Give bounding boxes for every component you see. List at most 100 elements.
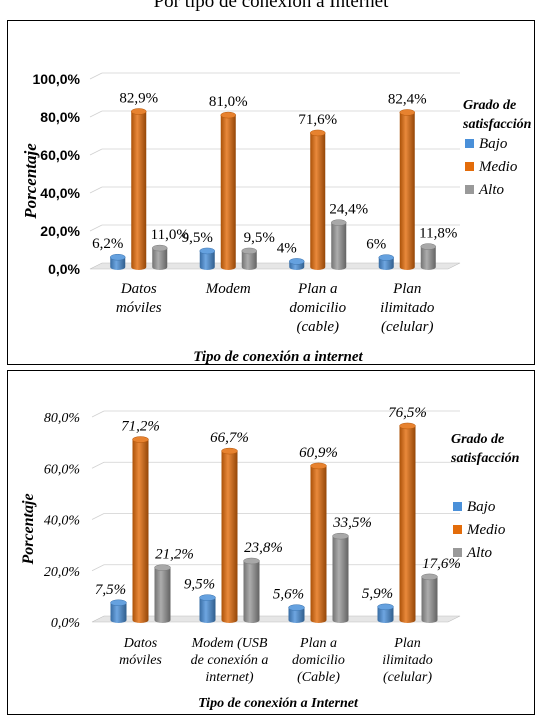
gridline-depth [89,186,103,194]
x-axis-label: Tipo de conexión a Internet [198,696,359,711]
data-label: 60,9% [299,445,338,461]
x-tick-label: Datos [120,281,157,297]
bar-bajo [110,257,126,270]
bar-alto [420,246,436,270]
chart-panel-bottom: 0,0% 20,0% 40,0% 60,0% 80,0% Porcentaje 7,5% 71… [7,370,535,715]
x-tick-label: ilimitado [382,653,433,668]
data-label: 33,5% [332,515,372,531]
legend-title: Grado de [463,98,516,113]
bar-medio [310,132,326,270]
bar-medio [220,115,236,270]
legend-swatch-bajo [453,502,462,511]
x-tick-label: Plan a [299,636,337,651]
bar-alto [331,222,347,270]
x-tick-label: de conexión a [191,653,269,668]
bar-medio [132,439,149,623]
x-tick-label: ilimitado [380,300,435,316]
bar-top-alto [243,557,260,565]
data-label: 82,9% [119,90,158,106]
data-label: 6,2% [92,236,123,252]
bar-medio [221,451,238,623]
y-tick-label: 60,0% [44,462,80,477]
data-label: 71,6% [298,112,337,128]
chart-floor [91,615,461,623]
bar-medio [310,465,327,623]
bar-top-alto [152,244,168,252]
chart-panel-top: 0,0% 20,0% 40,0% 60,0% 80,0% 100,0% Porcentaje… [7,20,535,365]
bar-top-alto [154,564,171,571]
y-tick-label: 0,0% [51,616,80,631]
bar-alto [243,561,260,623]
bar-top-medio [399,422,416,430]
bar-alto [154,567,171,623]
bar-bajo [378,257,394,270]
data-label: 66,7% [210,430,249,446]
bar-bajo [199,597,216,623]
bar-top-bajo [199,594,216,601]
bar-alto [421,576,438,623]
x-tick-label: (cable) [297,319,339,335]
bar-bajo [288,607,305,623]
bar-alto [332,536,349,623]
y-tick-label: 40,0% [44,514,80,529]
legend-title: satisfacción [462,117,532,132]
bar-top-medio [131,108,147,115]
legend-item-bajo: Bajo [467,499,496,515]
y-tick-label: 20,0% [44,565,80,580]
x-tick-label: Modem [205,281,251,297]
data-label: 7,5% [95,582,126,598]
legend-title: Grado de [451,432,504,447]
x-tick-label: (celular) [381,319,433,335]
legend-swatch-alto [453,548,462,557]
gridline-depth [89,148,103,156]
legend-item-medio: Medio [478,159,518,175]
gridline-depth [89,110,103,118]
data-label: 76,5% [388,405,427,421]
bar-top-bajo [110,599,127,607]
bar-top-alto [331,219,347,226]
y-tick-label: 0,0% [48,261,80,277]
legend-swatch-medio [453,525,462,534]
bar-top-medio [310,129,326,137]
data-label: 9,5% [184,577,215,593]
gridline-depth [89,224,103,232]
data-label: 17,6% [422,556,461,572]
bar-top-medio [220,111,236,119]
x-tick-label: Datos [123,636,158,651]
y-axis-label: Porcentaje [20,493,37,565]
gridline-depth [91,410,105,418]
bar-top-bajo [377,603,394,611]
chart-floor [89,262,461,270]
x-tick-label: internet) [205,670,254,685]
x-tick-label: móviles [119,653,162,668]
x-tick-label: Plan [392,281,421,297]
bar-bajo [199,250,215,270]
x-tick-label: domicilio [292,653,345,668]
bar-alto [241,250,257,270]
x-tick-label: móviles [116,300,162,316]
legend-title: satisfacción [450,451,520,466]
page-title: Por tipo de conexión a Internet [153,0,389,12]
x-tick-label: (Cable) [297,670,340,685]
data-label: 81,0% [209,94,248,110]
data-label: 24,4% [329,202,368,218]
data-label: 6% [366,237,386,253]
bar-medio [131,111,147,271]
chart-bottom: 0,0% 20,0% 40,0% 60,0% 80,0% Porcentaje 7,5% 71… [20,405,520,711]
bar-top-alto [332,532,349,540]
data-label: 9,5% [182,230,213,246]
x-tick-label: Plan a [297,281,338,297]
bar-top-bajo [289,258,305,265]
y-tick-label: 80,0% [44,411,80,426]
y-axis-label: Porcentaje [21,143,40,220]
y-tick-label: 40,0% [40,185,80,201]
data-label: 21,2% [155,547,194,563]
bar-top-bajo [378,254,394,261]
bar-top-medio [399,109,415,116]
bar-top-medio [310,462,327,470]
bar-top-medio [132,436,149,443]
bar-medio [399,112,415,270]
x-tick-label: Plan [393,636,420,651]
y-tick-label: 20,0% [40,223,80,239]
y-tick-label: 60,0% [40,147,80,163]
